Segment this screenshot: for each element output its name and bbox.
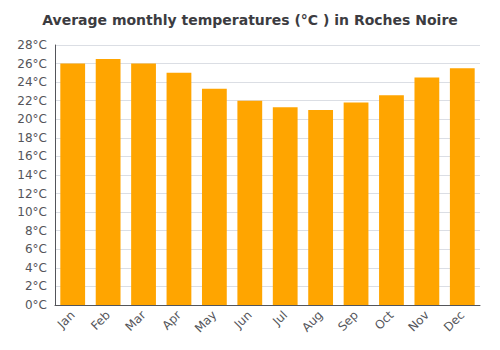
svg-text:Feb: Feb [88, 308, 113, 333]
svg-text:18°C: 18°C [17, 131, 47, 145]
svg-text:20°C: 20°C [17, 112, 47, 126]
svg-text:4°C: 4°C [25, 261, 47, 275]
svg-text:12°C: 12°C [17, 187, 47, 201]
svg-text:Aug: Aug [299, 308, 325, 334]
svg-text:16°C: 16°C [17, 149, 47, 163]
svg-text:Jun: Jun [231, 308, 255, 332]
svg-text:0°C: 0°C [25, 298, 47, 312]
svg-text:May: May [192, 308, 219, 335]
svg-text:Dec: Dec [441, 308, 467, 334]
svg-text:Sep: Sep [335, 308, 361, 334]
svg-text:6°C: 6°C [25, 242, 47, 256]
svg-text:14°C: 14°C [17, 168, 47, 182]
svg-text:Average monthly temperatures (: Average monthly temperatures (°C ) in Ro… [42, 12, 458, 28]
svg-text:26°C: 26°C [17, 57, 47, 71]
svg-text:10°C: 10°C [17, 205, 47, 219]
svg-text:22°C: 22°C [17, 94, 47, 108]
svg-text:Mar: Mar [123, 308, 149, 334]
svg-text:28°C: 28°C [17, 38, 47, 52]
svg-text:Apr: Apr [159, 308, 184, 333]
svg-text:Jan: Jan [54, 308, 78, 332]
svg-text:24°C: 24°C [17, 75, 47, 89]
svg-text:8°C: 8°C [25, 224, 47, 238]
svg-text:Jul: Jul [269, 308, 290, 329]
svg-text:Oct: Oct [372, 308, 397, 333]
svg-text:Nov: Nov [405, 308, 431, 334]
svg-text:2°C: 2°C [25, 279, 47, 293]
